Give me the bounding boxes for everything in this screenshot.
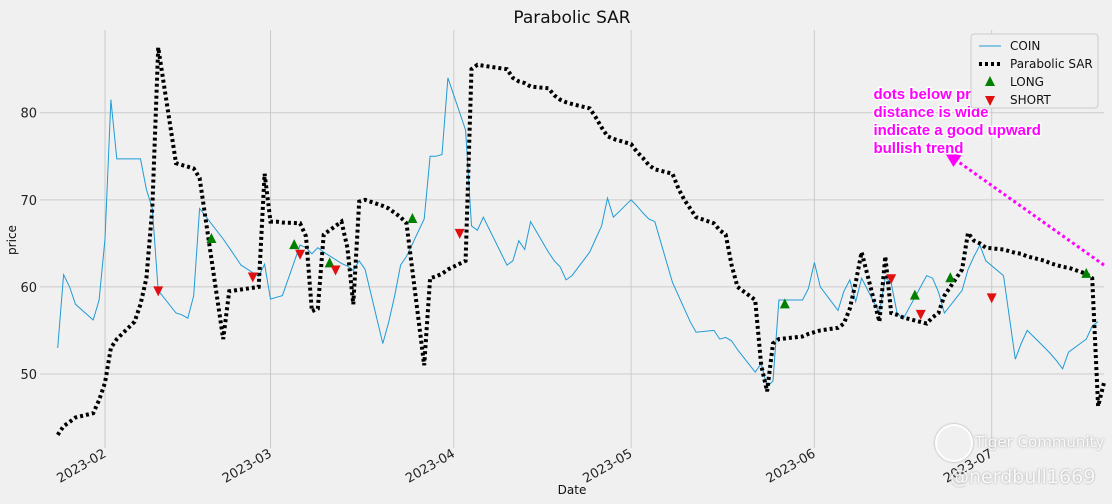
long-signal-marker (324, 257, 335, 268)
long-signal-marker (289, 239, 300, 250)
watermark-brand: Tiger Community (975, 433, 1105, 451)
annotation-arrow-shaft (943, 150, 1105, 267)
legend-short-label: SHORT (1010, 93, 1052, 107)
legend-long-label: LONG (1010, 75, 1044, 89)
chart-title: Parabolic SAR (513, 8, 630, 28)
short-signal-marker (153, 286, 164, 297)
annotation-arrow-head (944, 151, 962, 167)
annotation-line: distance is wide (873, 104, 988, 121)
y-tick-label: 70 (20, 194, 37, 209)
long-signal-marker (945, 272, 956, 283)
y-tick-label: 80 (20, 107, 37, 122)
short-signal-marker (986, 293, 997, 304)
annotation-line: bullish trend (873, 140, 963, 157)
annotation-line: dots below price (873, 86, 991, 103)
annotation-line: indicate a good upward (873, 122, 1041, 139)
coin-price-series (57, 77, 1099, 388)
parabolic-sar-line (56, 47, 1106, 437)
y-axis-label: price (5, 225, 19, 255)
long-signal-marker (909, 289, 920, 300)
signal-markers (153, 212, 1092, 320)
x-tick-label: 2023-02 (54, 446, 109, 486)
annotation-text: dots below price distance is wide indicate… (873, 86, 1041, 157)
axes: 50 60 70 80 2023-02 2023-03 2023-04 2023-05 2023… (20, 107, 995, 487)
y-tick-label: 50 (20, 368, 37, 383)
x-tick-label: 2023-04 (403, 446, 458, 486)
legend-sar-label: Parabolic SAR (1010, 57, 1093, 71)
x-tick-label: 2023-06 (764, 446, 819, 486)
long-signal-marker (206, 233, 217, 243)
legend-long-swatch (985, 76, 995, 86)
watermark-handle: @nerdbull1669 (950, 466, 1096, 488)
coin-price-line (57, 77, 1099, 388)
legend-coin-label: COIN (1010, 39, 1040, 53)
x-tick-label: 2023-03 (220, 446, 275, 486)
x-tick-label: 2023-05 (581, 446, 636, 486)
long-signal-marker (1081, 267, 1092, 278)
parabolic-sar-series (56, 47, 1106, 437)
legend-box (970, 33, 1099, 109)
short-signal-marker (886, 274, 897, 285)
legend-short-swatch (985, 96, 995, 106)
y-tick-label: 60 (20, 281, 37, 296)
annotation-arrow (943, 150, 1105, 267)
long-signal-marker (407, 212, 418, 223)
tiger-logo-icon (935, 424, 973, 462)
x-axis-label: Date (558, 483, 587, 497)
short-signal-marker (330, 265, 341, 276)
long-signal-marker (779, 298, 790, 309)
legend: COIN Parabolic SAR LONG SHORT (970, 33, 1099, 109)
short-signal-marker (295, 249, 306, 260)
short-signal-marker (454, 228, 465, 239)
short-signal-marker (247, 272, 258, 283)
short-signal-marker (915, 309, 926, 320)
